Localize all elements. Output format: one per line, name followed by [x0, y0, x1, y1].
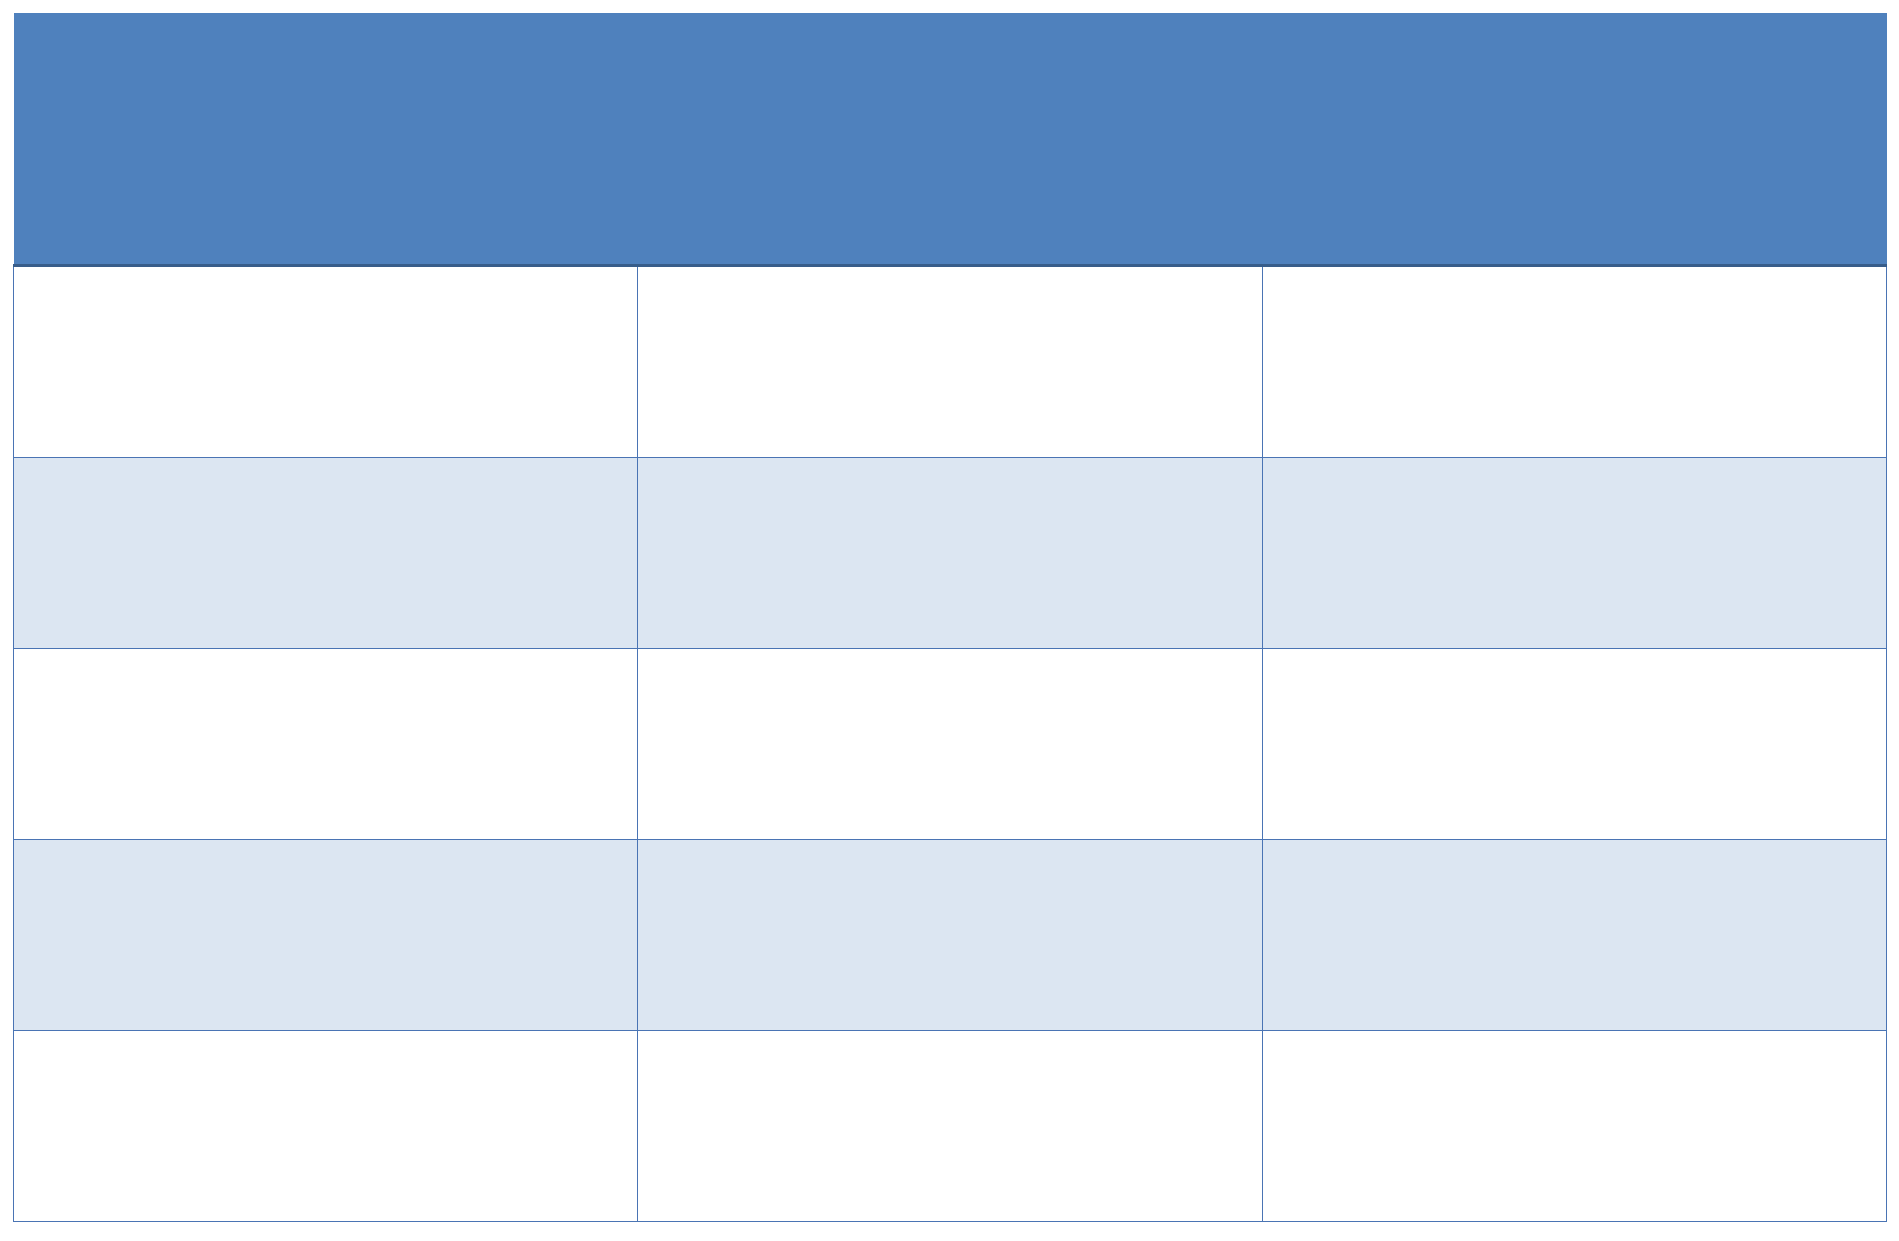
table-cell [1261, 457, 1888, 649]
table-cell [637, 265, 1263, 458]
empty-table [12, 13, 1888, 1222]
table-cell [12, 265, 639, 458]
table-cell [12, 648, 639, 840]
table-cell [637, 648, 1263, 840]
table-cell [637, 839, 1263, 1031]
table-cell [637, 1030, 1263, 1222]
table-cell [12, 1030, 639, 1222]
table-row [12, 1030, 1888, 1222]
table-row [12, 265, 1888, 458]
table-cell [1261, 648, 1888, 840]
table-row [12, 457, 1888, 649]
table-cell [12, 457, 639, 649]
table-row [12, 839, 1888, 1031]
table-cell [1261, 839, 1888, 1031]
table-cell [1261, 1030, 1888, 1222]
header-row [13, 13, 1887, 267]
table-cell [637, 457, 1263, 649]
header-cell [13, 13, 1887, 267]
table-cell [12, 839, 639, 1031]
table-cell [1261, 265, 1888, 458]
table-row [12, 648, 1888, 840]
